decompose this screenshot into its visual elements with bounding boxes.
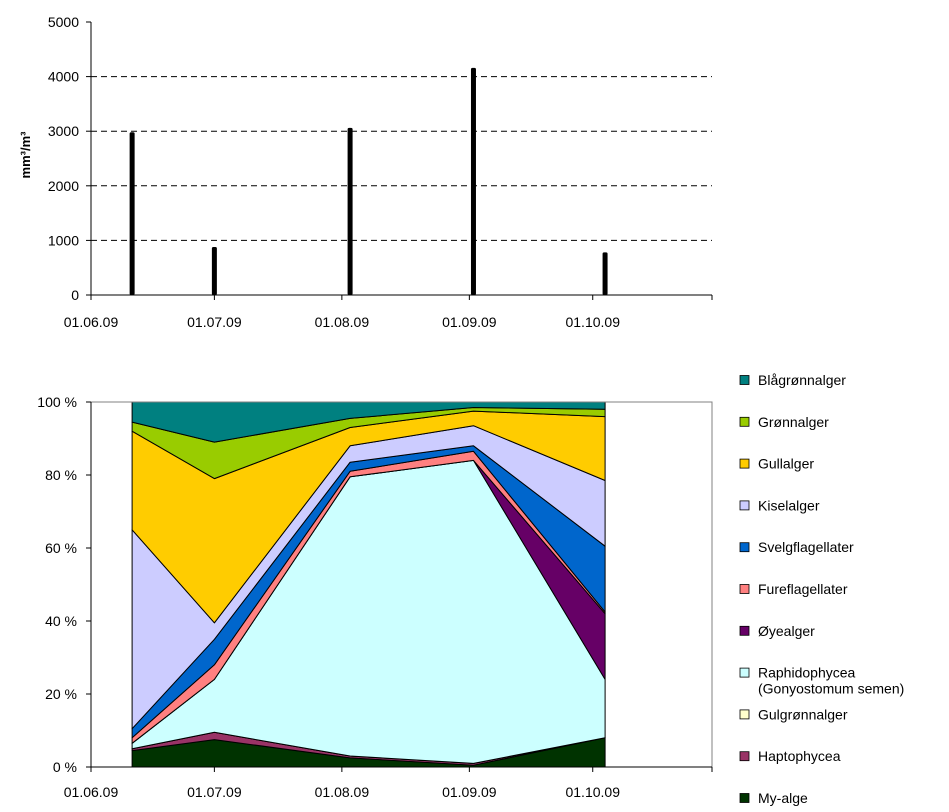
legend-swatch bbox=[739, 500, 750, 511]
legend-swatch bbox=[739, 751, 750, 762]
y-tick-label: 0 bbox=[71, 287, 79, 303]
y-tick-labels: 0 1000 2000 3000 4000 5000 bbox=[48, 14, 79, 303]
x-tick-label: 01.07.09 bbox=[187, 314, 242, 330]
stacked-areas bbox=[131, 401, 606, 768]
x-tick-label: 01.06.09 bbox=[64, 314, 119, 330]
legend-swatch bbox=[739, 458, 750, 469]
legend-label: Blågrønnalger bbox=[758, 372, 846, 388]
legend-swatch bbox=[739, 542, 750, 553]
legend-swatch bbox=[739, 584, 750, 594]
legend-label: Gulgrønnalger bbox=[758, 706, 848, 722]
y-tick-label: 60 % bbox=[45, 540, 77, 556]
legend-item: Raphidophycea (Gonyostomum semen) bbox=[739, 665, 904, 697]
y-tick-label: 100 % bbox=[37, 394, 77, 410]
y-tick-label: 5000 bbox=[48, 14, 79, 30]
legend-item: Gulgrønnalger bbox=[739, 706, 848, 722]
legend-item: Haptophycea bbox=[739, 748, 841, 764]
legend-label: Raphidophycea (Gonyostomum semen) bbox=[758, 665, 904, 697]
x-tick-label: 01.10.09 bbox=[565, 784, 620, 800]
y-tick-label: 20 % bbox=[45, 686, 77, 702]
x-tick-label: 01.09.09 bbox=[442, 314, 497, 330]
legend-label: Grønnalger bbox=[758, 414, 829, 430]
bar bbox=[602, 252, 608, 295]
legend-swatch bbox=[739, 416, 750, 427]
legend-item: Grønnalger bbox=[739, 414, 829, 430]
legend-item: Svelgflagellater bbox=[739, 539, 854, 555]
legend-label: Fureflagellater bbox=[758, 581, 848, 597]
axes bbox=[86, 21, 713, 300]
y-tick-labels: 0 % 20 % 40 % 60 % 80 % 100 % bbox=[37, 394, 77, 775]
legend-item: Gullalger bbox=[739, 456, 814, 472]
legend-item: My-alge bbox=[739, 790, 808, 806]
x-tick-label: 01.06.09 bbox=[64, 784, 119, 800]
y-tick-label: 80 % bbox=[45, 467, 77, 483]
bar bbox=[347, 127, 353, 295]
x-tick-label: 01.10.09 bbox=[565, 314, 620, 330]
legend: Blågrønnalger Grønnalger Gullalger Kiselalg… bbox=[739, 372, 904, 806]
legend-item: Øyealger bbox=[739, 623, 815, 639]
y-tick-label: 40 % bbox=[45, 613, 77, 629]
y-axis-label: mm³/m³ bbox=[18, 131, 33, 179]
legend-swatch bbox=[739, 793, 750, 803]
legend-label-line: (Gonyostomum semen) bbox=[758, 681, 904, 697]
composition-area-chart: 0 % 20 % 40 % 60 % 80 % 100 % 01.06.09 01.07.0… bbox=[37, 372, 904, 806]
x-tick-labels: 01.06.09 01.07.09 01.08.09 01.09.09 01.10.09 bbox=[64, 314, 620, 330]
legend-label: Øyealger bbox=[758, 623, 815, 639]
y-tick-label: 3000 bbox=[48, 123, 79, 139]
legend-label: Kiselalger bbox=[758, 497, 820, 513]
legend-label: My-alge bbox=[758, 790, 808, 806]
legend-swatch bbox=[739, 625, 750, 636]
legend-item: Kiselalger bbox=[739, 497, 820, 513]
x-tick-label: 01.07.09 bbox=[187, 784, 242, 800]
legend-label: Haptophycea bbox=[758, 748, 841, 764]
x-tick-label: 01.09.09 bbox=[442, 784, 497, 800]
plot-frame bbox=[86, 401, 713, 772]
bars bbox=[129, 67, 608, 295]
x-tick-label: 01.08.09 bbox=[315, 784, 370, 800]
bar bbox=[129, 132, 135, 295]
bar bbox=[211, 246, 217, 295]
legend-label: Svelgflagellater bbox=[758, 539, 854, 555]
bar bbox=[470, 67, 476, 295]
legend-label: Gullalger bbox=[758, 456, 814, 472]
x-tick-labels: 01.06.09 01.07.09 01.08.09 01.09.09 01.10.09 bbox=[64, 784, 620, 800]
grid bbox=[91, 76, 712, 241]
legend-swatch bbox=[739, 375, 750, 385]
y-tick-label: 0 % bbox=[53, 759, 77, 775]
legend-swatch bbox=[739, 709, 750, 720]
legend-label-line: Raphidophycea bbox=[758, 665, 856, 681]
y-tick-label: 2000 bbox=[48, 178, 79, 194]
legend-item: Fureflagellater bbox=[739, 581, 848, 597]
y-tick-label: 4000 bbox=[48, 69, 79, 85]
x-tick-label: 01.08.09 bbox=[315, 314, 370, 330]
legend-swatch bbox=[739, 667, 750, 678]
y-tick-label: 1000 bbox=[48, 232, 79, 248]
legend-item: Blågrønnalger bbox=[739, 372, 846, 388]
